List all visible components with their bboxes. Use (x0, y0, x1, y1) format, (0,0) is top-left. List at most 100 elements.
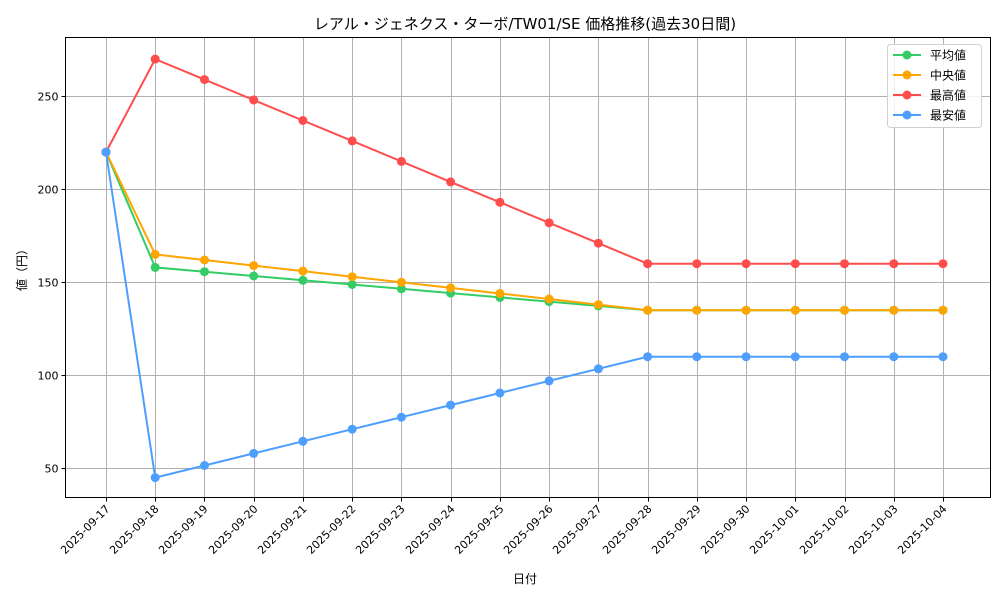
data-point (938, 352, 948, 362)
data-point (692, 305, 702, 315)
data-point (396, 156, 406, 166)
series-2 (101, 54, 948, 269)
x-axis-ticks: 2025-09-172025-09-182025-09-192025-09-20… (58, 497, 950, 557)
data-point (249, 261, 259, 271)
legend-item: 中央値 (893, 68, 966, 83)
x-tick-label: 2025-09-28 (600, 502, 654, 556)
x-tick-label: 2025-09-29 (649, 502, 703, 556)
data-point (544, 376, 554, 386)
x-tick-label: 2025-09-19 (156, 502, 210, 556)
data-point (298, 116, 308, 125)
data-point (938, 305, 948, 315)
data-point (643, 352, 653, 362)
data-point (150, 54, 160, 64)
x-tick-label: 2025-09-17 (58, 502, 112, 556)
data-point (840, 259, 849, 269)
data-point (643, 305, 653, 315)
data-point (396, 277, 406, 287)
data-point (495, 197, 505, 207)
legend-label: 最安値 (930, 108, 966, 123)
data-point (347, 280, 357, 289)
data-point (790, 259, 800, 269)
x-tick-label: 2025-09-22 (304, 502, 358, 556)
data-point (741, 259, 751, 269)
data-point (692, 259, 702, 269)
legend-item: 最高値 (893, 88, 966, 103)
data-point (150, 249, 160, 259)
x-tick-label: 2025-10-03 (846, 502, 900, 556)
data-point (840, 305, 849, 315)
y-axis-label: 値（円） (14, 243, 29, 291)
data-point (150, 473, 160, 483)
x-tick-label: 2025-09-20 (206, 502, 260, 556)
data-point (889, 305, 899, 315)
legend-marker (902, 90, 912, 100)
data-point (495, 289, 505, 298)
data-point (446, 177, 456, 187)
x-axis-label: 日付 (513, 572, 537, 586)
data-point (347, 272, 357, 282)
data-point (593, 238, 603, 248)
series-line (105, 151, 943, 312)
x-tick-label: 2025-09-21 (255, 502, 309, 556)
y-tick-label: 150 (38, 277, 59, 290)
series-line (105, 151, 943, 312)
data-point (544, 218, 554, 228)
x-tick-label: 2025-09-23 (353, 502, 407, 556)
data-point (741, 305, 751, 315)
data-point (347, 424, 357, 434)
y-tick-label: 200 (38, 184, 59, 197)
series-line (105, 151, 943, 479)
data-point (200, 255, 209, 265)
data-point (396, 412, 406, 422)
y-tick-label: 50 (45, 463, 59, 476)
legend-label: 平均値 (930, 48, 966, 63)
legend-label: 最高値 (930, 88, 966, 103)
x-tick-label: 2025-10-04 (895, 502, 949, 556)
y-tick-label: 100 (38, 370, 59, 383)
data-point (396, 284, 406, 294)
x-tick-label: 2025-09-26 (501, 502, 555, 556)
x-tick-label: 2025-10-01 (747, 502, 801, 556)
x-tick-label: 2025-09-18 (107, 502, 161, 556)
data-point (643, 259, 653, 269)
data-point (200, 75, 209, 85)
data-point (692, 352, 702, 362)
data-point (200, 461, 209, 470)
legend-marker (902, 70, 912, 80)
x-tick-label: 2025-09-25 (452, 502, 506, 556)
data-point (741, 352, 751, 362)
legend-marker (902, 50, 912, 60)
data-point (889, 352, 899, 362)
data-point (495, 388, 505, 398)
data-point (593, 364, 603, 374)
legend-item: 平均値 (893, 48, 966, 63)
x-tick-label: 2025-10-02 (797, 502, 851, 556)
series-layer (101, 54, 948, 483)
data-point (938, 259, 948, 269)
legend-marker (902, 110, 912, 120)
series-3 (101, 147, 948, 483)
data-point (790, 352, 800, 362)
legend-item: 最安値 (893, 108, 966, 123)
data-point (298, 275, 308, 285)
data-point (298, 266, 308, 276)
legend-box (887, 44, 982, 128)
series-1 (101, 147, 948, 315)
x-tick-label: 2025-09-30 (698, 502, 752, 556)
data-point (200, 267, 209, 277)
data-point (889, 259, 899, 269)
data-point (544, 294, 554, 304)
data-point (446, 283, 456, 293)
data-point (298, 436, 308, 446)
series-0 (101, 147, 948, 315)
data-point (347, 136, 357, 146)
y-axis-ticks: 50 100 150 200 250 (38, 91, 66, 476)
y-tick-label: 250 (38, 91, 59, 104)
data-point (249, 95, 259, 105)
data-point (840, 352, 849, 362)
data-point (150, 262, 160, 272)
series-line (105, 57, 943, 265)
